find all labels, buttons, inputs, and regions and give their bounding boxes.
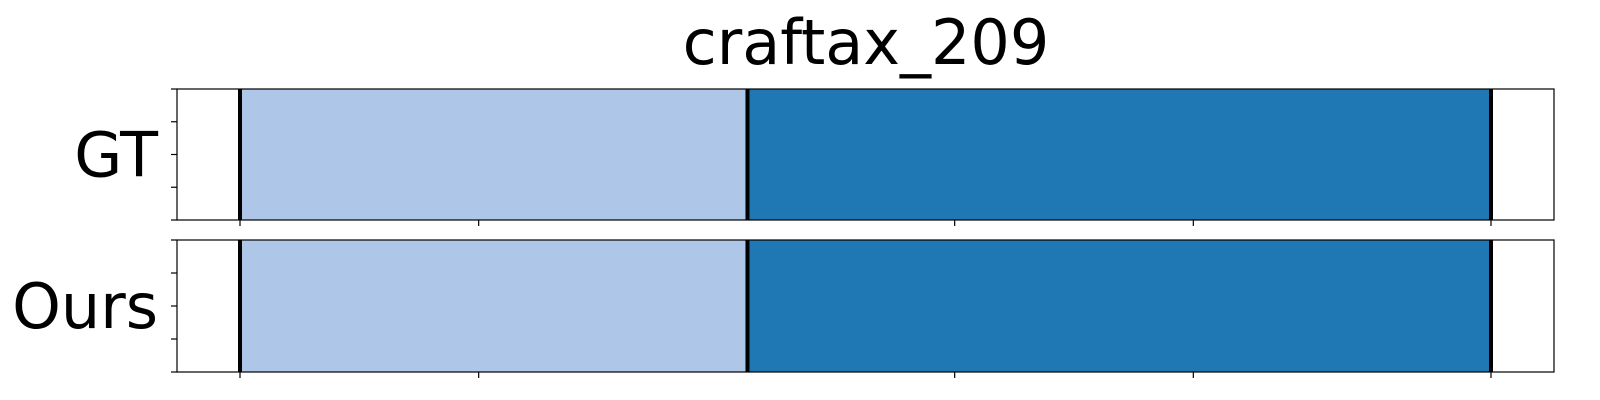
row-label-0: GT: [74, 119, 159, 192]
segment-0-0: [240, 89, 747, 220]
segment-1-1: [747, 240, 1491, 372]
row-label-1: Ours: [12, 270, 158, 343]
chart-title: craftax_209: [683, 6, 1050, 79]
segment-0-1: [747, 89, 1491, 220]
segment-1-0: [240, 240, 747, 372]
rows-group: GT Ours: [12, 89, 1554, 378]
